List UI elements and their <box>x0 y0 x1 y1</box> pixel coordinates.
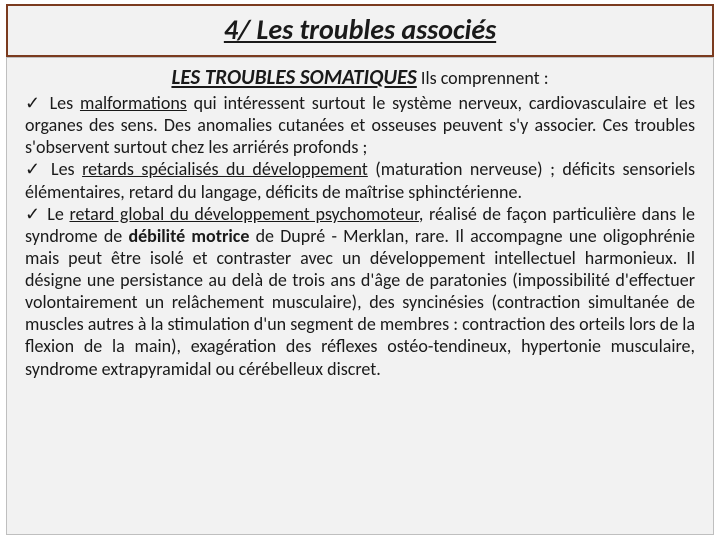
bullet-1-term: malformations <box>80 92 187 114</box>
check-icon: ✓ <box>25 159 44 179</box>
slide: 4/ Les troubles associés LES TROUBLES SO… <box>0 4 720 540</box>
bullet-3-lead: Le <box>42 203 70 225</box>
bullet-2-lead: Les <box>44 158 83 180</box>
content-box: LES TROUBLES SOMATIQUES Ils comprennent … <box>6 57 714 535</box>
subtitle: LES TROUBLES SOMATIQUES <box>171 64 416 90</box>
subtitle-line: LES TROUBLES SOMATIQUES Ils comprennent … <box>25 64 695 90</box>
bullet-3-term: retard global du développement psychomot… <box>69 203 418 225</box>
bullet-3-rest-b: de Dupré - Merklan, rare. Il accompagne … <box>25 225 695 380</box>
check-icon: ✓ <box>25 204 42 224</box>
bullet-1-lead: Les <box>43 92 80 114</box>
check-icon: ✓ <box>25 93 43 113</box>
bullet-3-bold: débilité motrice <box>128 225 249 247</box>
body-text: ✓ Les malformations qui intéressent surt… <box>25 92 695 380</box>
bullet-2-term: retards spécialisés du développement <box>82 158 368 180</box>
subtitle-tail: Ils comprennent : <box>417 67 549 89</box>
slide-title: 4/ Les troubles associés <box>224 12 496 47</box>
title-box: 4/ Les troubles associés <box>6 4 714 57</box>
